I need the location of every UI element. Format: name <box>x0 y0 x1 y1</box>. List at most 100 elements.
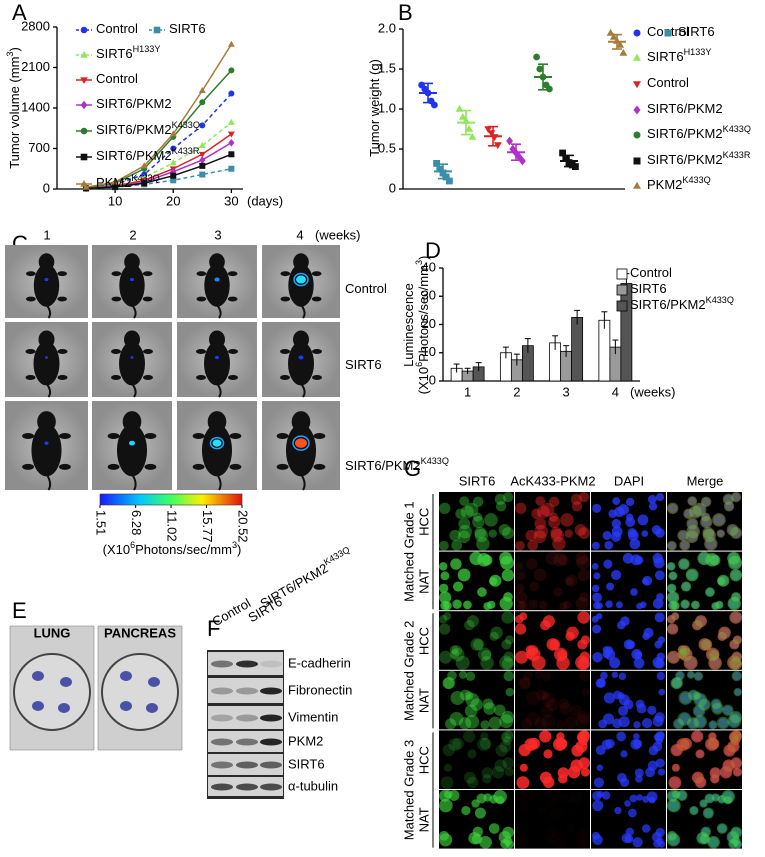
cell <box>639 601 647 609</box>
cell <box>528 737 540 750</box>
cell <box>673 718 685 730</box>
tumor-nodule <box>32 701 44 711</box>
column-label: 4 <box>296 227 303 242</box>
image-label: LUNG <box>34 625 71 640</box>
label-text: SIRT6 <box>678 24 715 39</box>
cell <box>691 771 704 784</box>
blot-band <box>211 687 233 695</box>
label-superscript: K433Q <box>421 456 449 466</box>
cell <box>704 537 718 551</box>
data-point <box>228 67 235 74</box>
tumor-nodule <box>58 703 70 713</box>
cell <box>722 704 734 716</box>
mouse-paw <box>57 296 68 302</box>
cell <box>479 738 492 750</box>
cell <box>668 571 678 581</box>
cell <box>615 601 623 609</box>
cell <box>671 676 684 689</box>
cell <box>470 698 483 711</box>
label-text: Control <box>96 71 138 86</box>
cell <box>501 730 514 743</box>
cell <box>458 670 467 679</box>
data-point <box>228 90 235 97</box>
cell <box>464 704 478 718</box>
label-text: SIRT6 <box>96 46 133 61</box>
cell <box>679 692 692 704</box>
cell <box>717 631 727 641</box>
mouse-body <box>116 424 148 477</box>
cell <box>481 767 493 779</box>
column-label: SIRT6 <box>459 473 496 488</box>
cell <box>693 692 708 707</box>
cell <box>730 826 742 839</box>
cell <box>473 639 485 651</box>
cell <box>678 691 693 705</box>
cell <box>603 692 616 704</box>
cell <box>500 732 511 743</box>
cell <box>667 830 677 841</box>
cell <box>592 592 602 603</box>
data-point <box>169 130 177 137</box>
y-tick-label: 2100 <box>21 59 50 74</box>
signal-halo <box>292 435 310 451</box>
cell <box>515 591 528 604</box>
cell <box>477 647 492 662</box>
cell <box>651 525 662 535</box>
blot-band <box>211 783 233 791</box>
row-label: Control <box>345 281 387 296</box>
cell <box>483 702 496 715</box>
cell <box>671 763 680 772</box>
cell <box>730 527 742 539</box>
mouse-paw <box>111 271 122 277</box>
cell <box>691 730 704 743</box>
cell <box>439 583 449 594</box>
cell <box>472 826 483 837</box>
cell <box>710 698 722 710</box>
cell <box>477 587 487 597</box>
mouse-paw <box>227 271 238 277</box>
data-point <box>546 85 553 93</box>
label-superscript: K433R <box>172 146 200 156</box>
cell <box>498 523 511 536</box>
data-point <box>199 156 206 164</box>
signal-spot <box>212 439 222 447</box>
row-label: HCC <box>416 627 431 655</box>
cell <box>565 577 574 586</box>
cell <box>625 827 634 836</box>
cell <box>686 717 700 730</box>
cell <box>575 551 589 565</box>
y-tick-label: 30 <box>422 288 436 303</box>
cell <box>565 574 578 587</box>
data-point <box>141 180 148 187</box>
cell <box>451 539 463 551</box>
cell <box>567 766 581 779</box>
cell <box>439 830 449 841</box>
data-point <box>199 122 206 129</box>
cell <box>488 716 502 730</box>
cell <box>482 774 492 784</box>
colorbar-tick-label: 6.28 <box>129 510 144 535</box>
image-tile <box>515 551 590 611</box>
cell <box>694 694 706 706</box>
mouse-paw <box>313 433 326 439</box>
cell <box>671 763 680 772</box>
cell <box>442 601 452 611</box>
cell <box>732 635 742 645</box>
cell <box>543 749 553 759</box>
cell <box>542 615 555 628</box>
cell <box>534 517 547 530</box>
cell <box>708 732 717 741</box>
cell <box>678 530 688 540</box>
mouse-paw <box>228 349 238 354</box>
legend-label: SIRT6H133Y <box>96 44 160 61</box>
cell <box>439 562 448 571</box>
label-text: SIRT6/PKM2 <box>96 122 172 137</box>
legend-label: SIRT6/PKM2 <box>647 101 723 116</box>
mouse-paw <box>25 271 36 277</box>
data-point <box>609 32 618 40</box>
mouse-paw <box>276 433 289 439</box>
cell <box>729 730 742 743</box>
cell <box>491 766 505 779</box>
blot-band <box>260 714 282 722</box>
cell <box>667 623 679 635</box>
